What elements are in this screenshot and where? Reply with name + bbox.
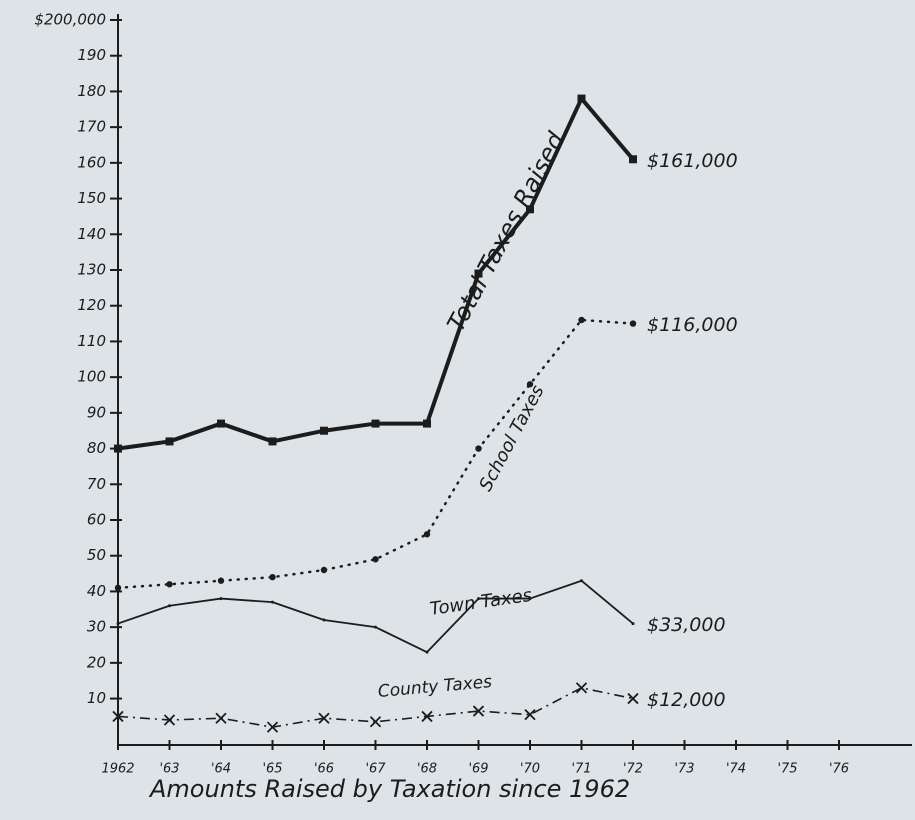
marker [215,712,227,724]
marker [629,320,637,327]
y-tick-label: 40 [87,582,106,600]
marker [322,618,326,622]
y-tick-label: 120 [77,296,106,314]
marker [266,721,279,733]
y-tick-label: 150 [77,189,106,207]
marker [425,650,429,654]
chart-title: Amounts Raised by Taxation since 1962 [148,775,630,803]
marker [114,444,122,453]
x-tick-label: '75 [777,762,797,777]
marker [580,579,583,583]
marker [320,426,328,435]
marker [372,556,379,563]
y-tick-label: 140 [77,225,106,243]
marker [578,316,585,324]
data-label: $116,000 [647,314,738,336]
marker [271,600,274,604]
x-tick-label: '69 [468,762,488,777]
y-tick-label: 80 [87,439,106,457]
x-tick-label: '73 [674,762,694,777]
marker [524,709,536,721]
y-tick-label: 10 [87,689,106,707]
marker [163,714,176,726]
x-tick-label: '66 [314,762,334,777]
x-tick-label: '63 [159,762,179,777]
x-tick-label: '65 [262,762,282,777]
series-line [117,687,634,728]
y-tick-label: 50 [87,546,106,564]
x-tick-label: '68 [417,762,437,777]
marker [526,205,534,214]
y-tick-label: 180 [77,82,106,100]
data-label: $161,000 [647,150,738,172]
marker [371,419,380,428]
marker [474,269,483,278]
marker [217,577,225,584]
x-tick-label: '64 [211,762,231,777]
marker [268,437,277,446]
x-tick-label: '76 [829,762,849,777]
marker [627,692,639,705]
y-tick-label: 160 [77,153,106,171]
x-tick-label: 1962 [101,762,134,777]
y-tick-label: 130 [77,261,106,279]
marker [114,584,122,592]
marker [423,419,431,428]
marker [575,682,588,694]
marker [166,581,173,588]
marker [577,94,586,103]
data-label: $12,000 [647,689,726,711]
y-tick-label: 60 [87,511,106,529]
marker [217,419,225,428]
x-tick-label: '72 [623,762,643,777]
marker [423,531,431,538]
data-label: $33,000 [647,614,726,636]
y-tick-label: 90 [87,403,106,421]
y-tick-label: $200,000 [34,11,106,29]
y-tick-label: 20 [87,653,106,671]
marker [168,604,171,608]
x-tick-label: '70 [520,762,540,777]
marker [526,381,534,388]
marker [269,573,276,581]
marker [369,716,382,728]
marker [112,710,124,723]
y-tick-label: 110 [77,332,106,350]
y-tick-label: 70 [87,475,106,493]
x-tick-label: '74 [726,762,746,777]
marker [472,705,485,717]
x-tick-label: '67 [365,762,386,777]
marker [116,622,120,626]
marker [631,622,635,626]
marker [318,712,330,724]
y-tick-label: 100 [77,368,106,386]
y-tick-label: 170 [77,118,106,136]
y-tick-label: 190 [77,46,106,64]
marker [477,597,480,601]
x-tick-label: '71 [571,762,591,777]
y-tick-label: 30 [87,618,106,636]
marker [475,445,482,452]
marker [528,597,532,601]
marker [219,597,223,601]
marker [374,625,377,629]
marker [320,566,328,574]
marker [165,437,174,446]
marker [629,155,637,164]
marker [421,710,433,723]
